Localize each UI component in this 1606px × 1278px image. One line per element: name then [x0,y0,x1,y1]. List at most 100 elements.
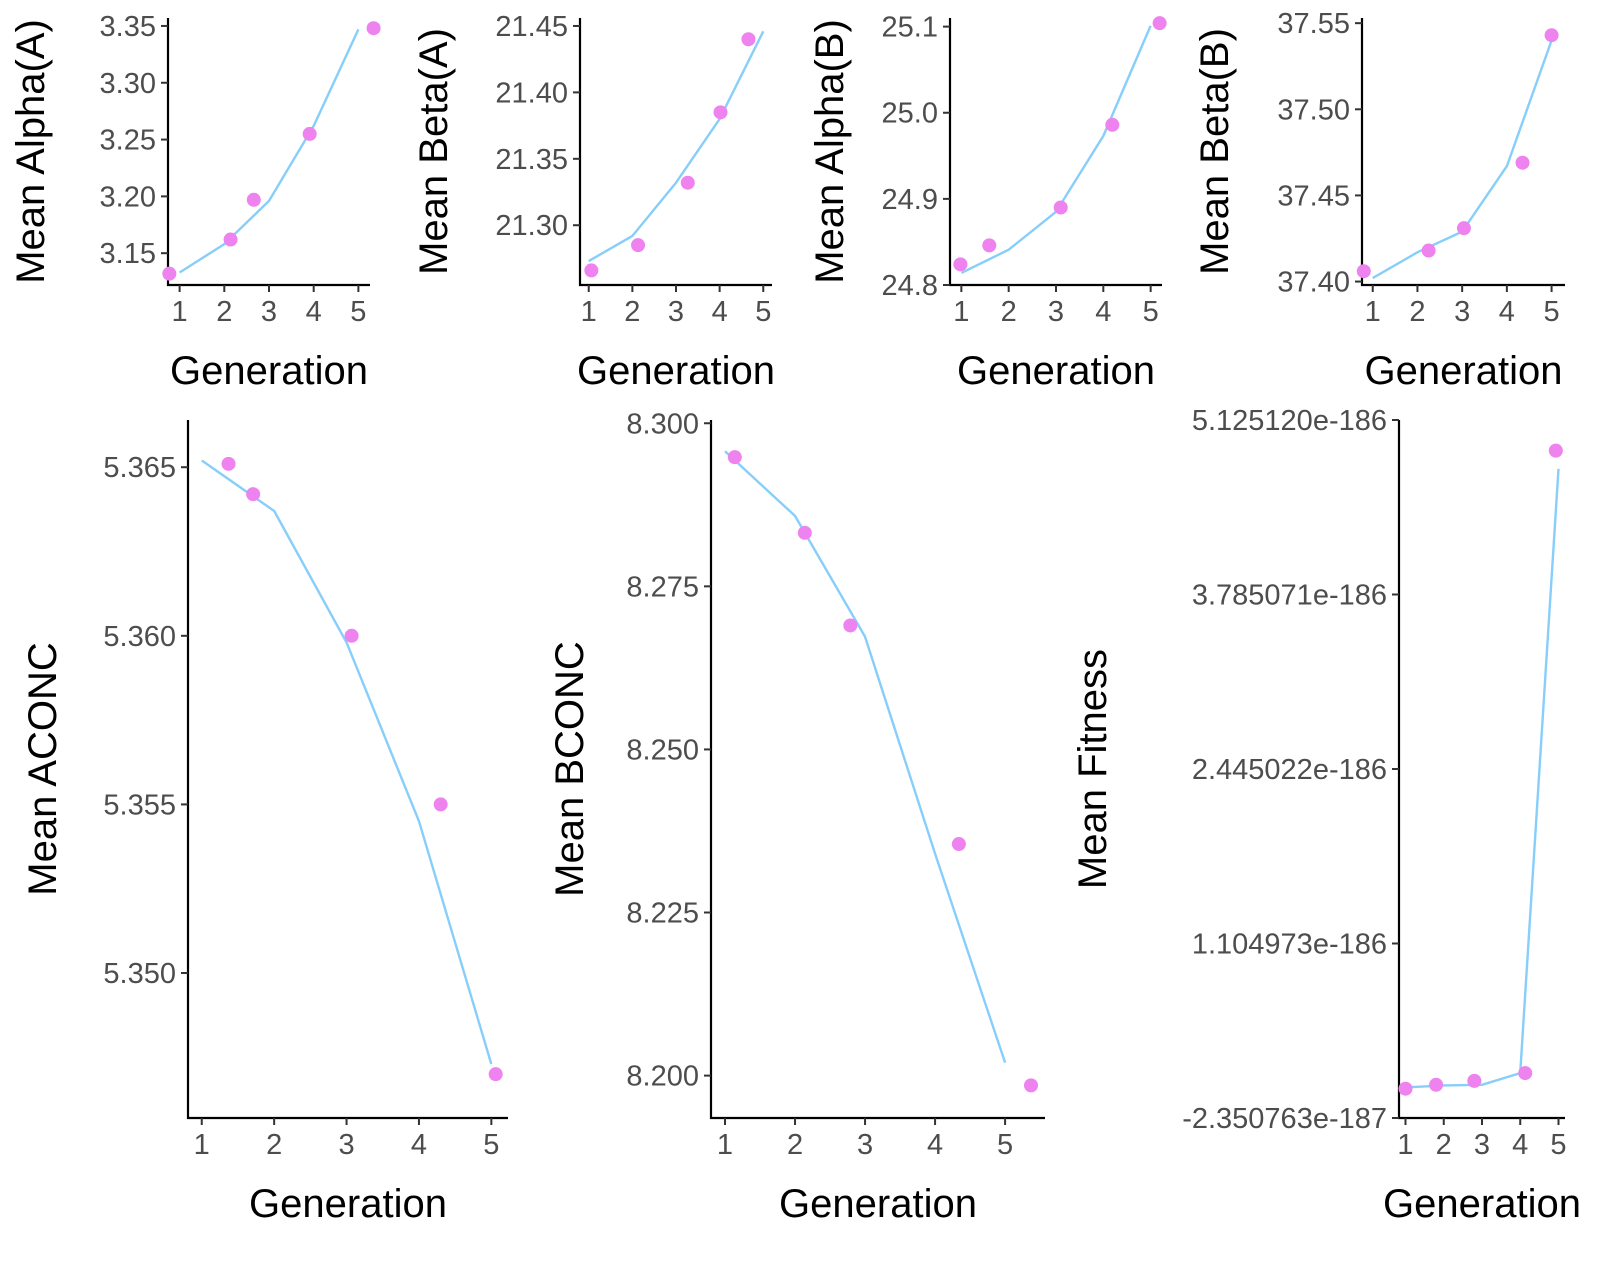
data-point [221,456,236,471]
panel-beta-a: 21.30 21.35 21.40 21.45 1 2 3 4 5 Generation Mean … [412,11,775,393]
x-axis-title: Generation [779,1182,977,1226]
x-tick-label: 5 [1143,296,1159,328]
x-tick-label: 1 [953,296,969,328]
data-point [1053,200,1068,215]
x-tick-label: 1 [1397,1129,1413,1161]
x-tick-label: 1 [172,296,188,328]
x-tick-label: 5 [483,1129,499,1161]
y-tick-label: 2.445022e-186 [1192,754,1387,786]
panel-alpha-b: 24.8 24.9 25.0 25.1 1 2 3 4 5 Generation Mean Alph… [808,12,1167,393]
y-tick-label: 5.125120e-186 [1192,405,1387,437]
y-axis-title: Mean Fitness [1071,649,1115,889]
data-point [951,837,966,852]
y-tick-label: 3.25 [100,125,156,157]
x-tick-label: 2 [1436,1129,1452,1161]
x-tick-label: 2 [1409,296,1425,328]
y-tick-label: 37.45 [1277,180,1350,212]
data-point [631,238,646,253]
x-tick-label: 4 [1095,296,1111,328]
y-tick-label: 24.9 [882,184,938,216]
trend-line [178,28,360,274]
x-tick-label: 4 [306,296,322,328]
y-tick-label: 1.104973e-186 [1192,929,1387,961]
x-axis-title: Generation [1383,1182,1581,1226]
data-point [302,126,317,141]
y-axis-title: Mean Beta(B) [1193,28,1237,275]
x-tick-label: 3 [261,296,277,328]
data-point [223,232,238,247]
y-tick-label: 3.785071e-186 [1192,580,1387,612]
x-tick-label: 1 [1365,296,1381,328]
panel-beta-b: 37.40 37.45 37.50 37.55 1 2 3 4 5 Generation Mean … [1193,8,1565,393]
y-tick-label: -2.350763e-187 [1182,1103,1387,1135]
y-tick-label: 21.45 [495,11,568,43]
data-point [982,238,997,253]
data-point [713,105,728,120]
data-point [246,487,261,502]
x-tick-label: 3 [1048,296,1064,328]
x-tick-label: 4 [411,1129,427,1161]
y-tick-label: 25.0 [882,98,938,130]
data-point [1105,117,1120,132]
x-tick-label: 3 [668,296,684,328]
y-tick-label: 37.50 [1277,94,1350,126]
panel-alpha-a: 3.15 3.20 3.25 3.30 3.35 1 2 3 4 5 Generation Mean … [9,11,381,393]
y-tick-label: 8.225 [626,898,699,930]
x-tick-label: 3 [338,1129,354,1161]
x-axis-title: Generation [957,349,1155,393]
x-tick-label: 1 [581,296,597,328]
data-point [1421,243,1436,258]
y-tick-label: 5.365 [103,452,176,484]
data-point [488,1067,503,1082]
trend-line [960,25,1152,274]
panel-aconc: 5.350 5.355 5.360 5.365 1 2 3 4 5 Generation Mean … [21,420,508,1226]
y-tick-label: 3.15 [100,238,156,270]
data-point [1515,155,1530,170]
data-point [1544,28,1559,43]
x-axis-title: Generation [249,1182,447,1226]
y-tick-label: 5.355 [103,789,176,821]
y-axis-title: Mean Alpha(B) [808,19,852,284]
x-tick-label: 5 [1550,1129,1566,1161]
y-axis-title: Mean BCONC [548,641,592,897]
y-tick-label: 5.360 [103,621,176,653]
x-tick-label: 4 [1512,1129,1528,1161]
trend-line [1405,468,1560,1089]
data-point [1467,1073,1482,1088]
data-point [1456,221,1471,236]
y-tick-label: 8.200 [626,1061,699,1093]
y-tick-label: 24.8 [882,270,938,302]
x-tick-label: 4 [712,296,728,328]
y-tick-label: 8.275 [626,571,699,603]
x-tick-label: 1 [717,1129,733,1161]
data-point [797,525,812,540]
trend-line [724,450,1007,1063]
trend-line [588,30,765,263]
y-tick-label: 25.1 [882,12,938,44]
data-point [1152,16,1167,31]
x-tick-label: 5 [350,296,366,328]
x-axis-title: Generation [577,349,775,393]
x-tick-label: 2 [624,296,640,328]
y-tick-label: 8.250 [626,734,699,766]
x-tick-label: 5 [1544,296,1560,328]
y-tick-label: 21.40 [495,77,568,109]
y-axis-title: Mean Alpha(A) [9,19,53,284]
data-point [433,797,448,812]
x-tick-label: 5 [755,296,771,328]
data-point [1356,264,1371,279]
data-point [727,450,742,465]
y-tick-label: 3.20 [100,181,156,213]
data-point [344,628,359,643]
data-point [680,175,695,190]
data-point [162,266,177,281]
data-point [1429,1077,1444,1092]
data-point [843,618,858,633]
x-tick-label: 2 [787,1129,803,1161]
data-point [1518,1066,1533,1081]
data-point [1023,1078,1038,1093]
data-point [1398,1081,1413,1096]
data-point [1548,443,1563,458]
panel-bconc: 8.200 8.225 8.250 8.275 8.300 1 2 3 4 5 Generation… [548,408,1045,1226]
